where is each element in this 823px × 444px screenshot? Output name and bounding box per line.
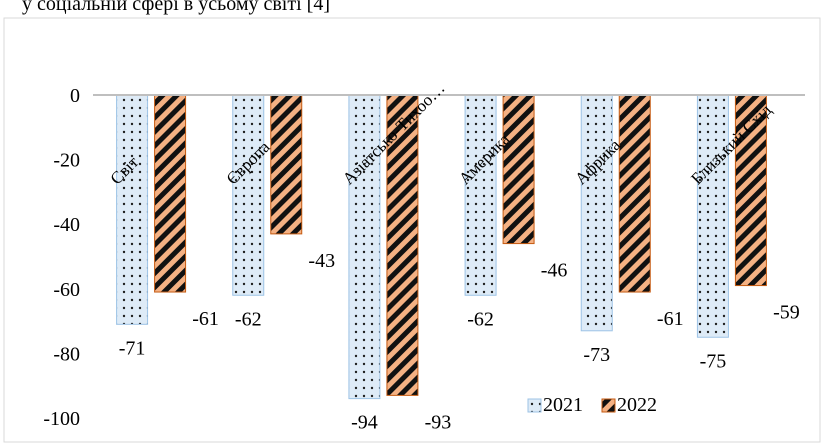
legend-swatch-2021 <box>527 398 542 413</box>
legend-label: 2022 <box>617 394 657 416</box>
data-label: -94 <box>351 412 378 434</box>
data-label: -62 <box>467 308 494 330</box>
y-tick-label: -100 <box>43 408 80 430</box>
legend-label: 2021 <box>543 394 583 416</box>
bar-2021-3 <box>464 94 497 296</box>
data-label: -61 <box>192 308 219 330</box>
legend-swatch-2022 <box>601 398 616 413</box>
bar-2021-4 <box>580 94 613 332</box>
y-tick-label: -20 <box>53 150 80 172</box>
bar-2021-0 <box>116 94 149 325</box>
y-tick-label: 0 <box>70 85 80 107</box>
data-label: -75 <box>700 350 727 372</box>
data-label: -71 <box>119 337 146 359</box>
y-tick-label: -40 <box>53 214 80 236</box>
bar-2022-0 <box>154 94 187 293</box>
bar-2021-5 <box>696 94 729 338</box>
y-tick-label: -80 <box>53 343 80 365</box>
header-text: у соціальній сфері в усьому світі [4] <box>22 0 330 15</box>
data-label: -62 <box>235 308 262 330</box>
data-label: -93 <box>425 411 452 433</box>
bar-2021-2 <box>348 94 381 400</box>
bar-2022-3 <box>502 94 535 245</box>
bar-2022-2 <box>386 94 419 396</box>
bar-2022-5 <box>734 94 767 287</box>
data-label: -43 <box>308 250 335 272</box>
data-label: -59 <box>773 302 800 324</box>
chart-frame <box>3 17 821 443</box>
y-tick-label: -60 <box>53 279 80 301</box>
data-label: -73 <box>583 344 610 366</box>
bar-2022-4 <box>618 94 651 293</box>
data-label: -46 <box>541 260 568 282</box>
data-label: -61 <box>657 308 684 330</box>
bar-2021-1 <box>232 94 265 296</box>
bar-2022-1 <box>270 94 303 235</box>
